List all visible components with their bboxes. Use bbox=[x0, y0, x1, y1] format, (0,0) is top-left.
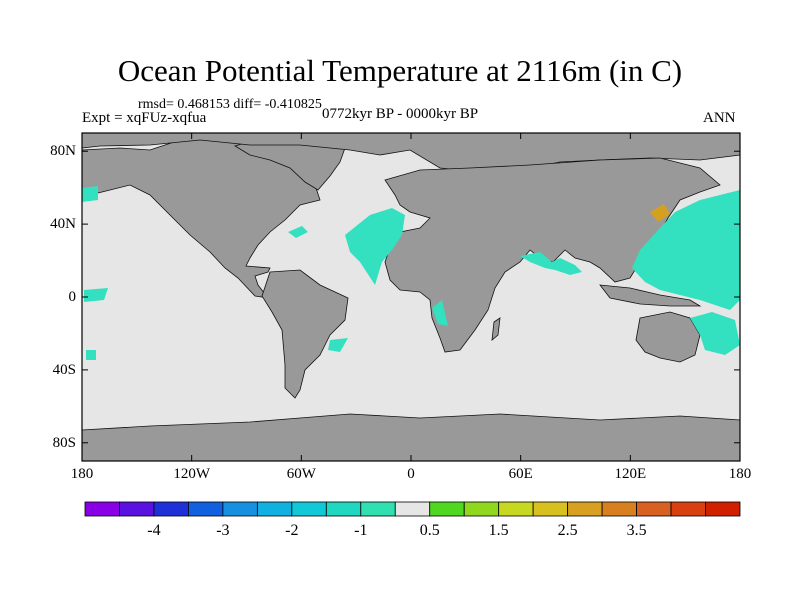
lat-label: 40S bbox=[52, 361, 76, 378]
colorbar-label: 3.5 bbox=[626, 522, 647, 539]
sw-pacific-anomaly bbox=[690, 312, 740, 355]
land-masses bbox=[81, 132, 741, 462]
south-atlantic-anomaly bbox=[328, 338, 348, 352]
colorbar-label: 2.5 bbox=[557, 522, 578, 539]
lon-label: 180 bbox=[728, 466, 752, 482]
colorbar-label: -3 bbox=[216, 522, 230, 539]
colorbar-swatch bbox=[394, 501, 431, 517]
colorbar-swatch bbox=[670, 501, 706, 517]
colorbar-swatch bbox=[636, 501, 672, 517]
lon-label: 180 bbox=[70, 466, 94, 482]
west-pacific-anomaly-2 bbox=[84, 288, 108, 302]
colorbar-swatch bbox=[567, 501, 603, 517]
colorbar-swatch bbox=[463, 501, 500, 517]
colorbar-label: -2 bbox=[285, 522, 299, 539]
madagascar-land bbox=[491, 317, 501, 341]
lon-label: 120W bbox=[173, 466, 210, 482]
east-africa-anomaly bbox=[432, 300, 448, 326]
stats-text: rmsd= 0.468153 diff= -0.410825 bbox=[138, 97, 322, 112]
gulf-anomaly bbox=[288, 226, 308, 238]
lon-label: 0 bbox=[407, 466, 415, 482]
lon-label: 60E bbox=[508, 466, 533, 482]
colorbar-label: -4 bbox=[147, 522, 161, 539]
lat-label: 40N bbox=[50, 216, 76, 233]
colorbar-swatch bbox=[153, 501, 189, 517]
colorbar-label: -1 bbox=[354, 522, 368, 539]
colorbar-swatch bbox=[325, 501, 362, 517]
colorbar-swatch bbox=[188, 501, 224, 517]
colorbar-swatch bbox=[429, 501, 465, 517]
lat-label: 0 bbox=[68, 289, 77, 305]
colorbar-swatch bbox=[601, 501, 637, 517]
japan-sea-warm-anomaly bbox=[650, 204, 670, 222]
west-pacific-anomaly-1 bbox=[82, 186, 98, 202]
arctic-cap-land bbox=[81, 132, 741, 173]
colorbar-swatch bbox=[705, 501, 741, 517]
colorbar-label: 1.5 bbox=[488, 522, 509, 539]
north-pacific-anomaly bbox=[632, 190, 740, 310]
colorbar-swatch bbox=[256, 501, 293, 517]
lon-label: 60W bbox=[286, 466, 316, 482]
colorbar-swatch bbox=[291, 501, 327, 517]
lat-label: 80N bbox=[50, 143, 76, 160]
season-label: ANN bbox=[703, 110, 736, 126]
maritime-continent-land bbox=[599, 284, 702, 307]
period-label: 0772kyr BP - 0000kyr BP bbox=[322, 106, 479, 122]
colorbar-swatch bbox=[360, 501, 396, 517]
lon-label: 120E bbox=[614, 466, 647, 482]
south-america-land bbox=[261, 269, 349, 399]
figure-title: Ocean Potential Temperature at 2116m (in… bbox=[117, 53, 683, 88]
colorbar-swatch bbox=[119, 501, 155, 517]
colorbar-swatch bbox=[222, 501, 258, 517]
colorbar-swatch bbox=[532, 501, 569, 517]
south-pacific-anomaly bbox=[86, 350, 96, 360]
colorbar-swatch bbox=[84, 501, 120, 517]
north-atlantic-anomaly bbox=[345, 208, 405, 285]
experiment-label: Expt = xqFUz-xqfua bbox=[82, 110, 207, 126]
australia-land bbox=[635, 311, 701, 363]
indian-ocean-anomaly bbox=[520, 252, 582, 275]
lat-label: 80S bbox=[52, 434, 76, 451]
colorbar-label: 0.5 bbox=[419, 522, 440, 539]
axis-ticks bbox=[81, 133, 741, 461]
colorbar bbox=[84, 501, 741, 517]
anomaly-patches bbox=[82, 186, 740, 360]
colorbar-swatch bbox=[498, 501, 534, 517]
